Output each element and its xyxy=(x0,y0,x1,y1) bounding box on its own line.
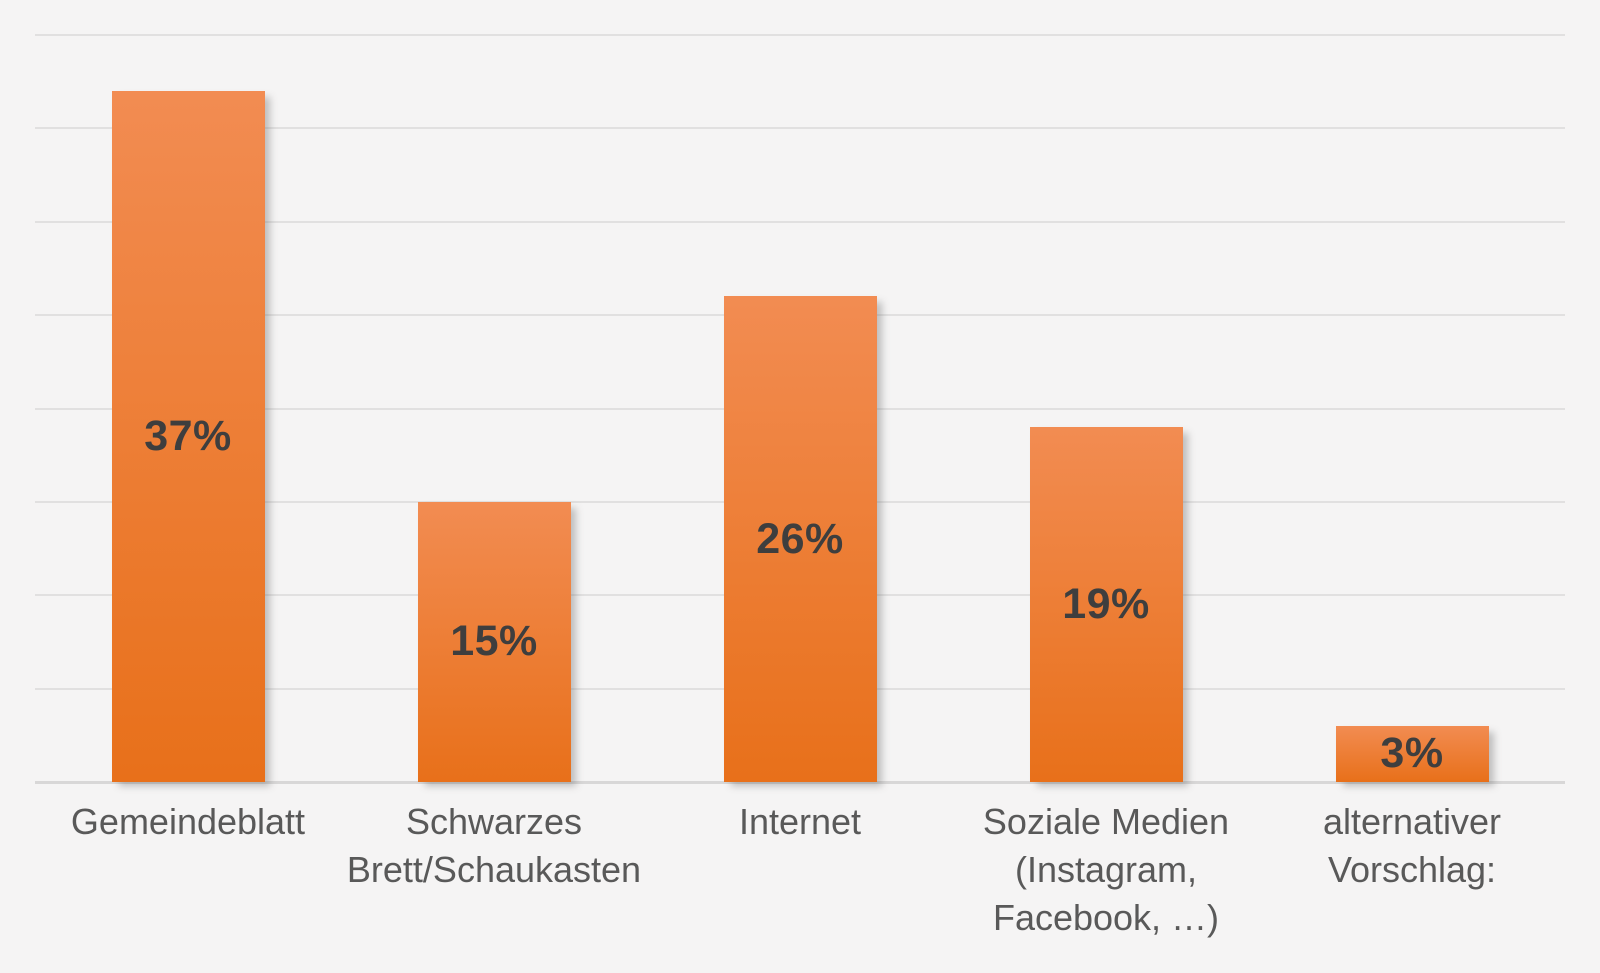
category-label-line: (Instagram, xyxy=(1014,849,1198,890)
gridline-40-percent xyxy=(35,34,1565,36)
category-label-line: Brett/Schaukasten xyxy=(346,849,642,890)
gridline-30-percent xyxy=(35,220,1565,223)
bar-value-label-internet: 26% xyxy=(756,514,844,563)
bar-gemeindeblatt: 37% xyxy=(111,91,265,782)
bar-value-label-gemeindeblatt: 37% xyxy=(144,412,232,460)
bar-internet: 26% xyxy=(723,296,877,782)
category-label-line: Soziale Medien xyxy=(982,801,1230,842)
category-label-line: Vorschlag: xyxy=(1327,849,1497,890)
bar-value-label-soziale-medien-instagram-facebook: 19% xyxy=(1062,580,1150,629)
category-label-line: alternativer xyxy=(1322,801,1502,842)
category-label-schwarzes-brett-schaukasten: Schwarzes Brett/Schaukasten xyxy=(341,798,647,894)
bar-alternativer-vorschlag: 3% xyxy=(1335,725,1489,782)
category-label-gemeindeblatt: Gemeindeblatt xyxy=(35,798,341,846)
category-label-line: Gemeindeblatt xyxy=(70,801,306,842)
x-axis-line xyxy=(35,781,1565,784)
bar-schwarzes-brett-schaukasten: 15% xyxy=(417,501,571,782)
category-label-line: Internet xyxy=(738,801,862,842)
category-label-line: Facebook, …) xyxy=(992,897,1220,938)
gridline-35-percent xyxy=(35,127,1565,130)
category-label-line: Schwarzes xyxy=(405,801,583,842)
bar-value-label-alternativer-vorschlag: 3% xyxy=(1380,729,1444,778)
bar-soziale-medien-instagram-facebook: 19% xyxy=(1029,427,1183,782)
category-label-alternativer-vorschlag: alternativer Vorschlag: xyxy=(1259,798,1565,894)
category-label-soziale-medien-instagram-facebook: Soziale Medien (Instagram, Facebook, …) xyxy=(953,798,1259,942)
category-label-internet: Internet xyxy=(647,798,953,846)
bar-value-label-schwarzes-brett-schaukasten: 15% xyxy=(450,617,538,666)
